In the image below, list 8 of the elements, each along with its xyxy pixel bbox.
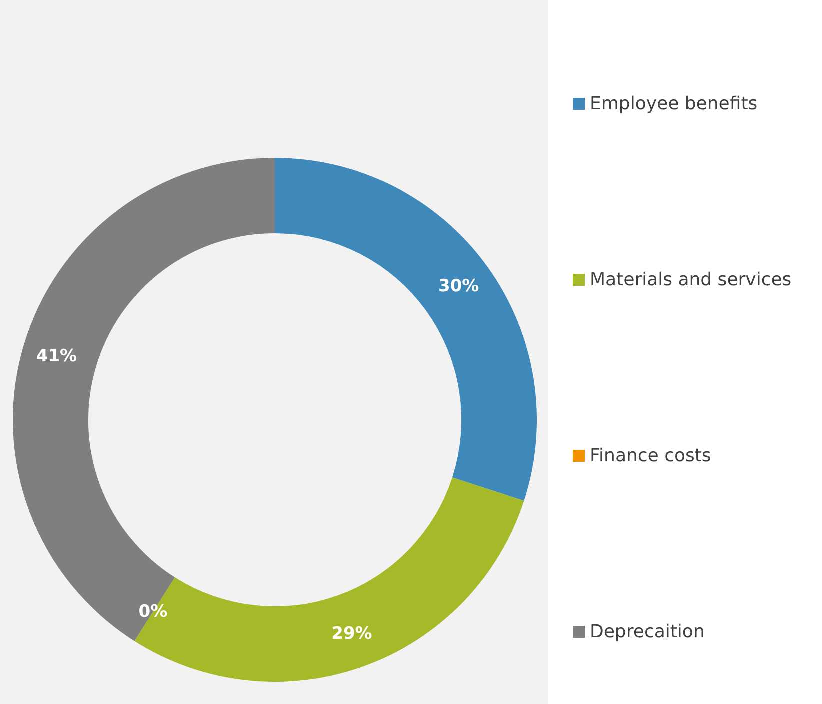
legend-label: Employee benefits	[590, 94, 758, 114]
legend-label: Finance costs	[590, 446, 712, 466]
legend-label: Materials and services	[590, 270, 792, 290]
legend-label: Deprecaition	[590, 622, 705, 642]
data-label: 41%	[36, 346, 78, 367]
data-label: 30%	[438, 276, 480, 296]
data-label: 29%	[332, 624, 372, 644]
text: 0%	[138, 602, 168, 622]
